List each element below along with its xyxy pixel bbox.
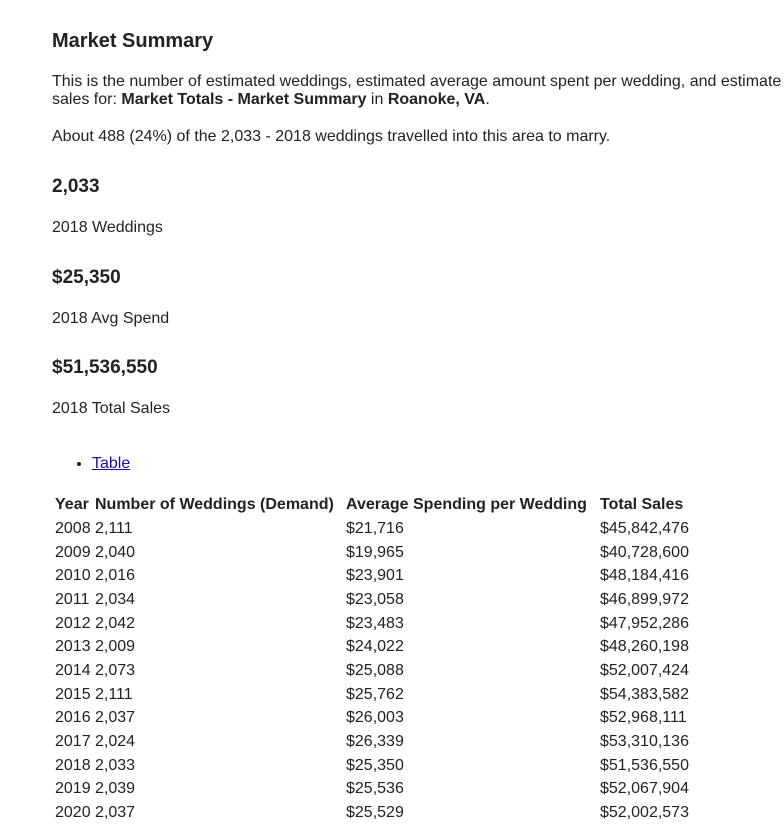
table-row: 2011 2,034 $23,058 $46,899,972 — [52, 588, 707, 612]
table-cell: 2,024 — [95, 733, 136, 751]
table-cell: 2009 — [55, 543, 91, 561]
intro-text: sales for: — [52, 91, 122, 108]
table-row: 2008 2,111 $21,716 $45,842,476 — [52, 517, 707, 541]
tab-item: Table — [92, 455, 130, 473]
table-cell: $25,350 — [346, 756, 404, 774]
table-cell: 2,111 — [95, 685, 133, 703]
table-cell: $40,728,600 — [600, 543, 689, 561]
table-cell: 2,040 — [95, 543, 136, 561]
table-cell: 2,037 — [95, 804, 136, 822]
table-row: 2009 2,040 $19,965 $40,728,600 — [52, 541, 707, 565]
location: Roanoke, VA — [387, 91, 486, 108]
table-cell: $26,339 — [346, 733, 404, 751]
table-cell: $52,007,424 — [600, 661, 689, 679]
table-cell: 2,111 — [95, 519, 133, 537]
table-cell: 2,033 — [95, 756, 136, 774]
table-cell: 2010 — [55, 567, 91, 585]
intro-text: . — [485, 91, 490, 108]
table-row: 2014 2,073 $25,088 $52,007,424 — [52, 659, 707, 683]
table-row: 2015 2,111 $25,762 $54,383,582 — [52, 683, 707, 707]
column-header: Number of Weddings (Demand) — [95, 495, 334, 513]
table-cell: 2011 — [55, 590, 90, 608]
table-row: 2010 2,016 $23,901 $48,184,416 — [52, 564, 707, 588]
table-cell: 2017 — [55, 733, 91, 751]
table-cell: 2016 — [55, 709, 91, 727]
table-cell: 2014 — [55, 661, 91, 679]
travel-note: About 488 (24%) of the 2,033 - 2018 wedd… — [52, 128, 611, 145]
table-cell: 2008 — [55, 519, 91, 537]
table-cell: $23,483 — [346, 614, 404, 632]
table-cell: $51,536,550 — [600, 756, 689, 774]
stat-label: 2018 Total Sales — [52, 400, 171, 417]
table-row: 2018 2,033 $25,350 $51,536,550 — [52, 754, 707, 778]
table-cell: $46,899,972 — [600, 590, 689, 608]
column-header: Year — [55, 495, 89, 513]
intro-text: This is the number of estimated weddings… — [52, 73, 782, 90]
table-row: 2013 2,009 $24,022 $48,260,198 — [52, 635, 707, 659]
column-header: Total Sales — [600, 495, 684, 513]
table-cell: $25,088 — [346, 661, 404, 679]
header-row: Year Number of Weddings (Demand) Average S… — [52, 492, 707, 517]
table-cell: 2,042 — [95, 614, 136, 632]
table-cell: 2,034 — [95, 590, 136, 608]
stat-label: 2018 Weddings — [52, 219, 163, 236]
table-cell: $24,022 — [346, 638, 404, 656]
table-body: 2008 2,111 $21,716 $45,842,476 2009 2,040 $19,… — [52, 517, 707, 825]
table-cell: $48,184,416 — [600, 567, 689, 585]
intro-text: in — [366, 91, 388, 108]
table-cell: $25,762 — [346, 685, 404, 703]
table-cell: $25,529 — [346, 804, 404, 822]
tab-list: Table — [52, 455, 130, 473]
page-title: Market Summary — [52, 30, 214, 52]
table-cell: 2012 — [55, 614, 91, 632]
tab-link[interactable]: Table — [92, 455, 131, 472]
table-cell: 2,037 — [95, 709, 136, 727]
stat-value: 2,033 — [52, 176, 100, 197]
segment: Market Totals - Market Summary — [121, 91, 367, 108]
table-cell: 2,016 — [95, 567, 136, 585]
stat-value: $51,536,550 — [52, 357, 158, 378]
table-cell: $21,716 — [346, 519, 404, 537]
column-header: Average Spending per Wedding — [346, 495, 587, 513]
table-cell: 2013 — [55, 638, 91, 656]
table-cell: $53,310,136 — [600, 733, 689, 751]
table-row: 2016 2,037 $26,003 $52,968,111 — [52, 707, 707, 731]
table-cell: $48,260,198 — [600, 638, 689, 656]
table-cell: $45,842,476 — [600, 519, 689, 537]
table-cell: $52,002,573 — [600, 804, 689, 822]
table-cell: 2019 — [55, 780, 91, 798]
table-cell: $25,536 — [346, 780, 404, 798]
data-table: Year Number of Weddings (Demand) Average S… — [52, 492, 707, 825]
stat-label: 2018 Avg Spend — [52, 309, 170, 327]
stat-value: $25,350 — [52, 266, 121, 288]
table-row: 2019 2,039 $25,536 $52,067,904 — [52, 778, 707, 802]
table-cell: $52,067,904 — [600, 780, 689, 798]
table-row: 2017 2,024 $26,339 $53,310,136 — [52, 730, 707, 754]
table-cell: $54,383,582 — [600, 685, 689, 703]
table-row: 2020 2,037 $25,529 $52,002,573 — [52, 801, 707, 825]
table-row: 2012 2,042 $23,483 $47,952,286 — [52, 612, 707, 636]
table-cell: 2020 — [55, 804, 91, 822]
table-cell: 2,009 — [95, 638, 136, 656]
table-cell: 2015 — [55, 685, 91, 703]
table-cell: $47,952,286 — [600, 614, 689, 632]
table-cell: $23,901 — [346, 567, 404, 585]
table-cell: $23,058 — [346, 590, 404, 608]
table-cell: $19,965 — [346, 543, 404, 561]
table-cell: 2,039 — [95, 780, 136, 798]
table-cell: $52,968,111 — [600, 709, 687, 727]
table-cell: 2,073 — [95, 661, 136, 679]
intro: This is the number of estimated weddings… — [52, 73, 781, 109]
table-cell: $26,003 — [346, 709, 404, 727]
table-cell: 2018 — [55, 756, 91, 774]
